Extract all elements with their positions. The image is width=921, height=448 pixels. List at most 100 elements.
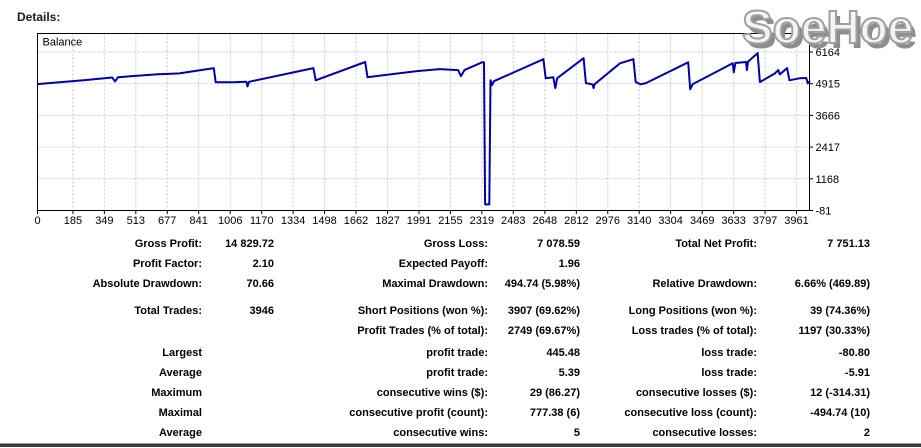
stat-label: Long Positions (won %):: [628, 305, 757, 317]
stat-value: 494.74 (5.98%): [504, 278, 580, 290]
stat-value: 3946: [249, 305, 274, 317]
stat-value: 445.48: [546, 347, 580, 359]
stat-row: Absolute Drawdown: 70.66 Maximal Drawdown:…: [0, 274, 921, 294]
svg-text:2417: 2417: [816, 142, 840, 154]
stat-label: Loss trades (% of total):: [631, 325, 757, 337]
stat-label: Total Trades:: [134, 305, 202, 317]
svg-text:1498: 1498: [312, 215, 336, 227]
stat-label: profit trade:: [426, 367, 488, 379]
stat-label: Largest: [162, 347, 202, 359]
x-axis-labels: 0 185 349 513 677 841 1006 1170 1334 1498 1662 1827…: [34, 210, 809, 227]
stat-label: consecutive losses:: [652, 427, 757, 439]
stat-value: -494.74 (10): [810, 407, 870, 419]
stat-row: Average profit trade: 5.39 loss trade: -5.91: [0, 363, 921, 383]
stat-label: Average: [158, 427, 202, 439]
svg-text:1170: 1170: [250, 215, 274, 227]
svg-text:349: 349: [95, 215, 113, 227]
stat-label: Maximum: [151, 387, 202, 399]
stat-value: -5.91: [844, 367, 870, 379]
svg-text:1006: 1006: [218, 215, 242, 227]
stat-row: Gross Profit: 14 829.72 Gross Loss: 7 078.5…: [0, 234, 921, 254]
stat-value: 2.10: [252, 258, 274, 270]
balance-chart: 0 185 349 513 677 841 1006 1170 1334 1498 1662 1827…: [34, 33, 840, 227]
stat-row: Maximum consecutive wins ($): 29 (86.27) co…: [0, 383, 921, 403]
chart-series-label: Balance: [43, 37, 83, 49]
stat-label: Relative Drawdown:: [652, 278, 757, 290]
svg-text:1991: 1991: [407, 215, 431, 227]
svg-text:-81: -81: [816, 206, 832, 218]
stat-value: 3907 (69.62%): [507, 305, 580, 317]
stat-label: profit trade:: [426, 347, 488, 359]
svg-text:3469: 3469: [690, 215, 714, 227]
stat-label: Maximal Drawdown:: [382, 278, 488, 290]
svg-text:1334: 1334: [281, 215, 305, 227]
stat-row: Total Trades: 3946 Short Positions (won %)…: [0, 301, 921, 321]
grid-lines: [37, 33, 810, 211]
stat-value: 7 751.13: [827, 238, 870, 250]
stat-value: 14 829.72: [225, 238, 274, 250]
stat-label: Short Positions (won %):: [357, 305, 488, 317]
watermark-logo: SoeHoe: [741, 0, 914, 54]
svg-text:1662: 1662: [344, 215, 368, 227]
stat-label: Gross Profit:: [134, 238, 202, 250]
stat-value: -80.80: [838, 347, 870, 359]
svg-text:3140: 3140: [627, 215, 651, 227]
stat-label: consecutive losses ($):: [635, 387, 757, 399]
stat-row: Largest profit trade: 445.48 loss trade: -80…: [0, 343, 921, 363]
details-heading: Details:: [17, 10, 61, 24]
stat-label: Expected Payoff:: [398, 258, 488, 270]
stat-row: Profit Trades (% of total): 2749 (69.67%)…: [0, 321, 921, 341]
balance-line: [37, 52, 811, 206]
stat-value: 5.39: [558, 367, 580, 379]
svg-text:3961: 3961: [784, 215, 808, 227]
bottom-divider: [0, 443, 921, 447]
stat-value: 2749 (69.67%): [507, 325, 580, 337]
stat-value: 5: [573, 427, 580, 439]
stat-value: 39 (74.36%): [810, 305, 870, 317]
stat-label: Profit Trades (% of total):: [357, 325, 488, 337]
svg-text:2155: 2155: [438, 215, 462, 227]
stat-label: consecutive loss (count):: [624, 407, 757, 419]
stat-label: loss trade:: [701, 347, 757, 359]
svg-text:2976: 2976: [596, 215, 620, 227]
svg-text:2319: 2319: [470, 215, 494, 227]
svg-text:1827: 1827: [375, 215, 399, 227]
svg-text:6164: 6164: [816, 47, 840, 59]
svg-text:2648: 2648: [533, 215, 557, 227]
svg-text:2483: 2483: [501, 215, 525, 227]
svg-text:3633: 3633: [721, 215, 745, 227]
svg-text:677: 677: [158, 215, 176, 227]
stat-label: Average: [158, 367, 202, 379]
stat-row: Maximal consecutive profit (count): 777.38…: [0, 403, 921, 423]
svg-text:1168: 1168: [816, 174, 840, 186]
stat-label: consecutive wins:: [393, 427, 488, 439]
stat-value: 12 (-314.31): [810, 387, 870, 399]
svg-text:3304: 3304: [658, 215, 682, 227]
stat-value: 70.66: [246, 278, 274, 290]
stat-label: Maximal: [158, 407, 202, 419]
stat-value: 6.66% (469.89): [794, 278, 870, 290]
balance-chart-area: 0 185 349 513 677 841 1006 1170 1334 1498 1662 1827…: [34, 33, 840, 227]
y-axis-labels: -81 1168 2417 3666 4915 6164: [809, 47, 840, 218]
svg-text:841: 841: [189, 215, 207, 227]
stat-label: Profit Factor:: [132, 258, 202, 270]
stat-label: consecutive wins ($):: [376, 387, 488, 399]
stat-value: 777.38 (6): [529, 407, 580, 419]
stat-value: 29 (86.27): [529, 387, 580, 399]
stat-value: 7 078.59: [537, 238, 580, 250]
report-stats-table: Gross Profit: 14 829.72 Gross Loss: 7 078.5…: [0, 234, 921, 443]
stat-label: Gross Loss:: [423, 238, 488, 250]
svg-text:3666: 3666: [816, 110, 840, 122]
svg-text:0: 0: [34, 215, 40, 227]
stat-value: 1197 (30.33%): [798, 325, 870, 337]
stat-label: Absolute Drawdown:: [92, 278, 202, 290]
svg-text:3797: 3797: [753, 215, 777, 227]
stat-value: 1.96: [558, 258, 580, 270]
svg-text:2812: 2812: [564, 215, 588, 227]
stat-label: Total Net Profit:: [675, 238, 757, 250]
stat-value: 2: [863, 427, 870, 439]
stat-label: loss trade:: [701, 367, 757, 379]
plot-border: [37, 33, 810, 211]
svg-text:4915: 4915: [816, 79, 840, 91]
svg-text:185: 185: [64, 215, 82, 227]
